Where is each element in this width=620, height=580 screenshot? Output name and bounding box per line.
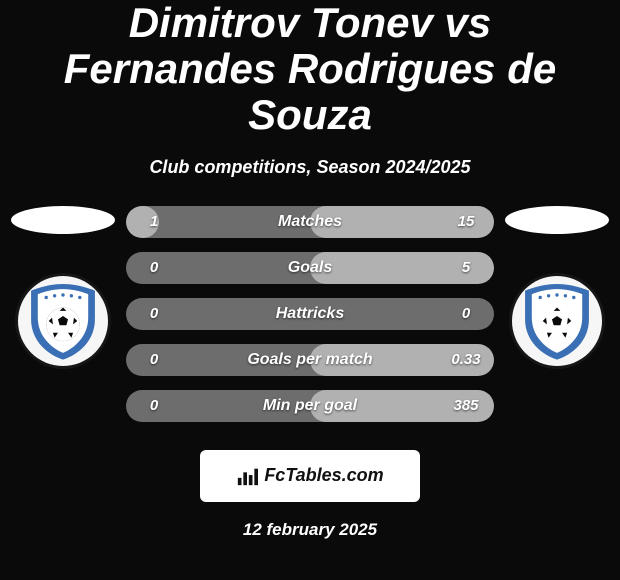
subtitle: Club competitions, Season 2024/2025	[0, 157, 620, 178]
stat-value-right: 0.33	[438, 351, 494, 368]
stat-bar: 0Goals5	[126, 252, 494, 284]
stat-row: 0Hattricks0	[126, 298, 494, 330]
main-row: 1Matches150Goals50Hattricks00Goals per m…	[0, 206, 620, 422]
stat-bar: 0Hattricks0	[126, 298, 494, 330]
flag-placeholder-icon	[11, 206, 115, 234]
club-crest-left	[18, 276, 108, 366]
stat-label: Matches	[182, 213, 438, 231]
stat-row: 0Min per goal385	[126, 390, 494, 422]
stat-value-right: 5	[438, 259, 494, 276]
club-crest-right	[512, 276, 602, 366]
stat-value-right: 0	[438, 305, 494, 322]
stat-label: Goals per match	[182, 351, 438, 369]
stat-value-left: 0	[126, 351, 182, 368]
branding-badge[interactable]: FcTables.com	[200, 450, 420, 502]
date-text: 12 february 2025	[0, 520, 620, 540]
player-left-column	[8, 206, 118, 366]
stat-row: 0Goals per match0.33	[126, 344, 494, 376]
stat-bar: 0Goals per match0.33	[126, 344, 494, 376]
stat-value-left: 0	[126, 397, 182, 414]
stat-value-left: 0	[126, 259, 182, 276]
player-right-column	[502, 206, 612, 366]
branding-text: FcTables.com	[264, 465, 383, 486]
stat-row: 1Matches15	[126, 206, 494, 238]
stats-list: 1Matches150Goals50Hattricks00Goals per m…	[118, 206, 502, 422]
stat-value-left: 1	[126, 213, 182, 230]
stat-bar: 1Matches15	[126, 206, 494, 238]
stat-value-right: 385	[438, 397, 494, 414]
stat-label: Hattricks	[182, 305, 438, 323]
comparison-card: Dimitrov Tonev vs Fernandes Rodrigues de…	[0, 0, 620, 580]
stat-bar: 0Min per goal385	[126, 390, 494, 422]
stat-value-left: 0	[126, 305, 182, 322]
bars-icon	[236, 465, 258, 487]
flag-placeholder-icon	[505, 206, 609, 234]
stat-label: Goals	[182, 259, 438, 277]
shield-icon	[21, 279, 105, 363]
shield-icon	[515, 279, 599, 363]
stat-label: Min per goal	[182, 397, 438, 415]
stat-value-right: 15	[438, 213, 494, 230]
page-title: Dimitrov Tonev vs Fernandes Rodrigues de…	[0, 0, 620, 139]
stat-row: 0Goals5	[126, 252, 494, 284]
